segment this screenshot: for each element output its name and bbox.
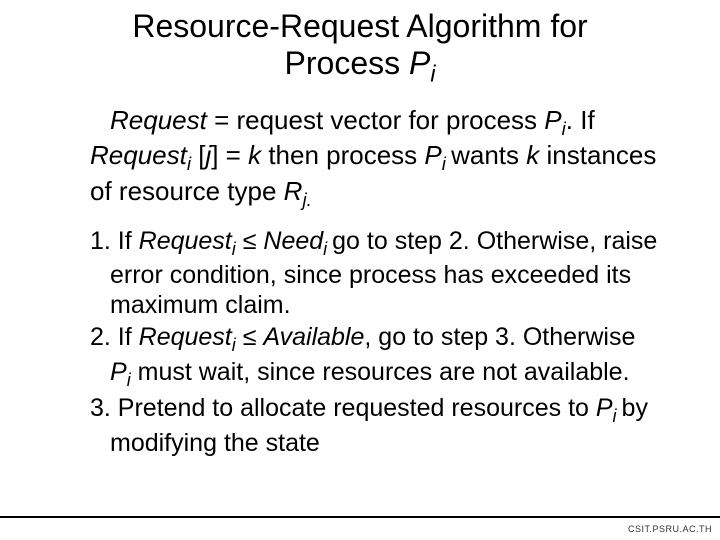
intro-r: R xyxy=(284,176,303,206)
step-3: 3. Pretend to allocate requested resourc… xyxy=(90,393,660,458)
s3-p: P xyxy=(596,394,613,422)
intro-t6: [ xyxy=(191,140,205,170)
intro-request: Request xyxy=(110,105,207,135)
s2-a: 2. If xyxy=(90,323,139,351)
s2-avail: Available xyxy=(263,323,364,351)
s2-g: must wait, since resources are not avail… xyxy=(131,358,630,386)
s3-a: 3. Pretend to allocate requested resourc… xyxy=(90,394,596,422)
title-line1: Resource-Request Algorithm for xyxy=(132,8,587,44)
slide-title: Resource-Request Algorithm for Process P… xyxy=(60,8,660,87)
step-2: 2. If Requesti ≤ Available, go to step 3… xyxy=(90,322,660,391)
footer-text: CSIT.PSRU.AC.TH xyxy=(628,524,712,534)
intro-k: k xyxy=(248,140,261,170)
s3-p-sub: i xyxy=(613,406,622,426)
title-line2-prefix: Process xyxy=(285,45,409,81)
intro-paragraph: Request = request vector for process Pi.… xyxy=(90,105,660,212)
title-var: P xyxy=(409,45,430,81)
intro-t9: wants xyxy=(451,140,526,170)
steps-list: 1. If Requesti ≤ Needi go to step 2. Oth… xyxy=(90,226,660,458)
title-sub: i xyxy=(430,60,435,86)
intro-r-sub: j. xyxy=(302,189,311,210)
s2-p: P xyxy=(110,358,127,386)
intro-p2: P xyxy=(424,140,441,170)
intro-p: P xyxy=(544,105,561,135)
s1-a: 1. If xyxy=(90,227,139,255)
intro-t6b: ] = xyxy=(211,140,248,170)
step-1: 1. If Requesti ≤ Needi go to step 2. Oth… xyxy=(90,226,660,321)
intro-t4: . If xyxy=(566,105,595,135)
intro-k2: k xyxy=(526,140,539,170)
s2-c: ≤ xyxy=(236,323,264,351)
intro-t2: = request vector for process xyxy=(207,105,544,135)
s1-c: ≤ xyxy=(236,227,264,255)
s1-req: Request xyxy=(139,227,232,255)
s2-req: Request xyxy=(139,323,232,351)
s1-need-sub: i xyxy=(323,239,332,259)
s1-need: Need xyxy=(263,227,323,255)
intro-t7: then process xyxy=(261,140,424,170)
footer-divider xyxy=(0,516,720,518)
intro-request2: Request xyxy=(90,140,187,170)
intro-p2-sub: i xyxy=(442,154,451,175)
s2-e: , go to step 3. Otherwise xyxy=(364,323,635,351)
